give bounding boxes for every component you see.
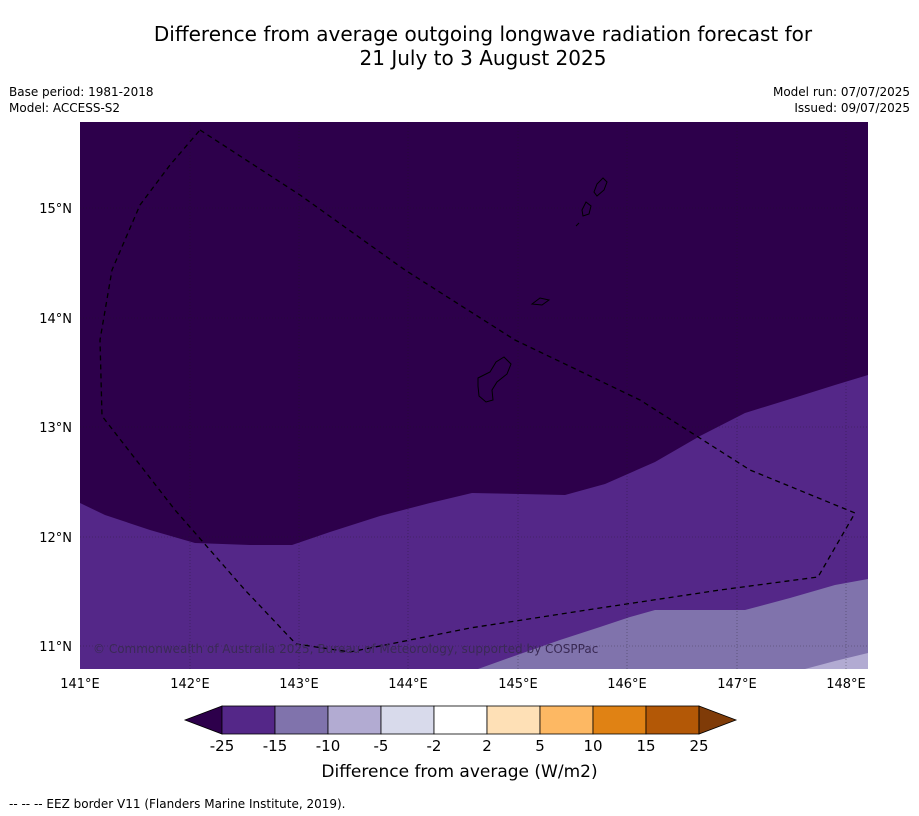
base-period: Base period: 1981-2018 [9,85,154,99]
colorbar-bin [221,705,276,735]
colorbar-bin [274,705,329,735]
colorbar-bin [380,705,435,735]
lon-label-146: 146°E [607,677,647,692]
colorbar-tick: -5 [374,737,389,755]
lon-label-147: 147°E [717,677,757,692]
colorbar-bin [433,705,488,735]
lon-label-141: 141°E [60,677,100,692]
island-outlines [477,177,608,403]
colorbar-tick: -2 [427,737,442,755]
island-rota [530,297,551,306]
issued-date: Issued: 09/07/2025 [794,101,910,115]
colorbar-bin [592,705,647,735]
colorbar-tick: 25 [689,737,708,755]
gridlines [80,122,868,669]
colorbar-tick: -15 [263,737,288,755]
meta-left: Base period: 1981-2018 Model: ACCESS-S2 [9,84,154,116]
lat-label-12: 12°N [39,531,72,546]
lon-label-143: 143°E [279,677,319,692]
colorbar-tick: -25 [210,737,235,755]
colorbar-ticks: -25 -15 -10 -5 -2 2 5 10 15 25 [210,737,709,755]
lon-label-148: 148°E [826,677,866,692]
title-line-2: 21 July to 3 August 2025 [359,46,607,70]
colorbar-tick: 10 [583,737,602,755]
island-aguijan [575,222,580,227]
eez-footnote: -- -- -- EEZ border V11 (Flanders Marine… [9,797,346,811]
colorbar-tick: -10 [316,737,341,755]
model-run: Model run: 07/07/2025 [772,85,910,99]
colorbar-under-arrow [183,705,223,735]
lon-label-142: 142°E [170,677,210,692]
map-figure: 15°N 14°N 13°N 12°N 11°N 141°E 142°E 143… [39,122,868,755]
lat-label-13: 13°N [39,421,72,436]
lon-label-145: 145°E [498,677,538,692]
colorbar-bin [486,705,541,735]
lat-label-14: 14°N [39,312,72,327]
colorbar [183,705,738,735]
region-minus-5-to-10 [805,653,868,669]
region-minus-10-to-15 [478,579,868,669]
model-name: Model: ACCESS-S2 [9,101,121,115]
region-minus-15-to-25 [80,375,868,669]
colorbar-over-arrow [698,705,738,735]
colorbar-bin [327,705,382,735]
colorbar-bin [539,705,594,735]
copyright-notice: © Commonwealth of Australia 2025, Bureau… [93,642,599,656]
colorbar-tick: 15 [636,737,655,755]
island-tinian [581,201,592,217]
lon-axis: 141°E 142°E 143°E 144°E 145°E 146°E 147°… [60,677,866,692]
chart-title: Difference from average outgoing longwav… [0,22,919,70]
colorbar-label: Difference from average (W/m2) [321,762,598,782]
eez-border [99,129,856,653]
island-saipan [593,177,608,197]
title-line-1: Difference from average outgoing longwav… [153,22,813,46]
lon-label-144: 144°E [388,677,428,692]
island-guam [477,356,512,403]
lat-label-11: 11°N [39,640,72,655]
lat-label-15: 15°N [39,202,72,217]
colorbar-bin [645,705,700,735]
lat-axis: 15°N 14°N 13°N 12°N 11°N [39,202,72,655]
colorbar-tick: 5 [535,737,545,755]
meta-right: Model run: 07/07/2025 Issued: 09/07/2025 [773,84,910,116]
colorbar-tick: 2 [482,737,492,755]
